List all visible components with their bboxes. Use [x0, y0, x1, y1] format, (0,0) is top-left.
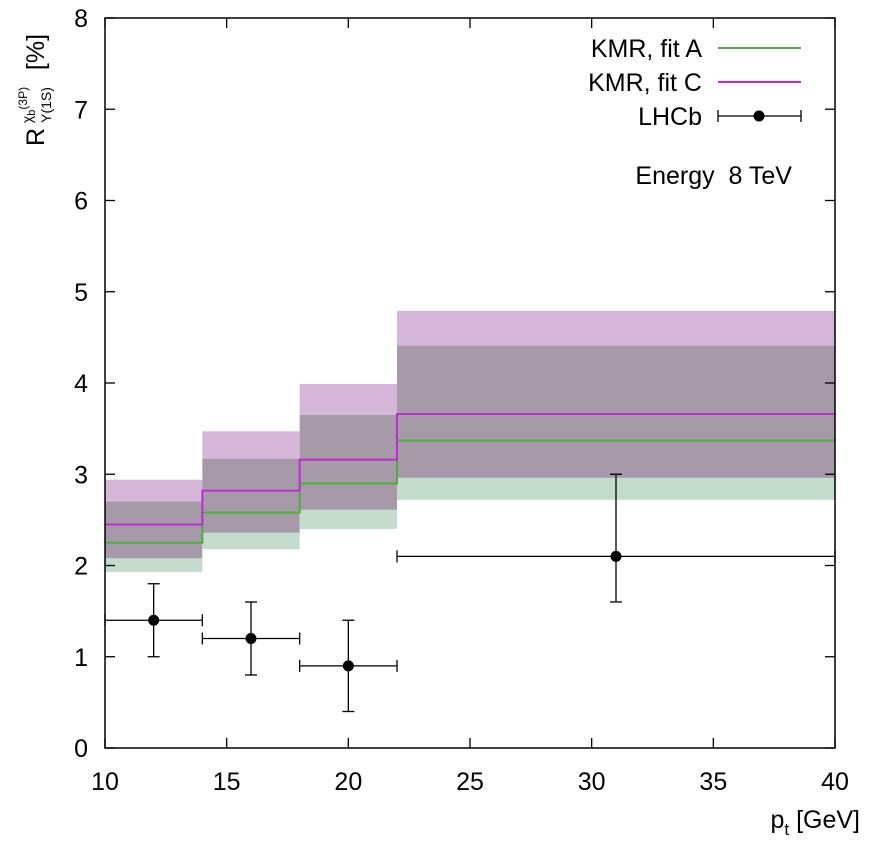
band-high-0 [105, 479, 203, 502]
point-marker-2 [342, 660, 354, 672]
y-tick-label-3: 3 [74, 461, 88, 489]
legend: KMR, fit A KMR, fit C LHCb [588, 35, 802, 131]
y-tick-label-5: 5 [74, 279, 88, 307]
data-points [104, 473, 836, 713]
y-label-sup-paren: (3P) [16, 87, 30, 110]
legend-marker-2 [753, 110, 765, 122]
y-tick-label-6: 6 [74, 188, 88, 216]
point-marker-0 [148, 614, 160, 626]
legend-label-0: KMR, fit A [591, 35, 702, 63]
x-axis-label-main: p [770, 806, 784, 834]
band-overlap-3 [397, 345, 835, 478]
band-overlap-1 [202, 458, 300, 533]
y-label-sup-base: χ [19, 115, 35, 123]
svg-text:Υ(1S): Υ(1S) [38, 87, 54, 123]
x-tick-label-0: 10 [91, 768, 119, 796]
band-high-3 [397, 310, 835, 346]
y-tick-label-1: 1 [74, 644, 88, 672]
svg-text:R: R [22, 128, 50, 146]
y-label-sub-base: Υ [38, 113, 54, 123]
band-high-1 [202, 431, 300, 459]
x-tick-label-1: 15 [213, 768, 241, 796]
x-axis-label: pt [GeV] [770, 806, 860, 839]
y-label-main: R [22, 128, 50, 146]
energy-annotation: Energy 8 TeV [635, 162, 792, 190]
y-tick-label-0: 0 [74, 735, 88, 763]
y-tick-label-7: 7 [74, 96, 88, 124]
band-low-2 [299, 509, 397, 529]
y-label-sup-sub: b [26, 110, 38, 116]
point-marker-3 [610, 550, 622, 562]
x-axis-label-sub: t [784, 820, 789, 839]
point-marker-1 [245, 633, 257, 644]
legend-label-1: KMR, fit C [588, 69, 702, 97]
y-axis-label: R χb(3P) Υ(1S) [%] [16, 34, 54, 146]
x-tick-label-5: 35 [699, 768, 727, 796]
svg-text:χb(3P): χb(3P) [16, 87, 38, 123]
x-tick-label-3: 25 [456, 768, 484, 796]
step-fit-c [105, 413, 835, 526]
x-axis-label-unit: [GeV] [789, 806, 860, 834]
x-tick-label-4: 30 [578, 768, 606, 796]
legend-label-2: LHCb [638, 103, 702, 131]
y-tick-label-2: 2 [74, 553, 88, 581]
band-low-0 [105, 558, 203, 572]
band-overlap-0 [105, 501, 203, 559]
y-label-unit: [%] [22, 34, 50, 70]
band-high-2 [299, 383, 397, 415]
y-tick-label-4: 4 [74, 370, 88, 398]
x-tick-label-2: 20 [334, 768, 362, 796]
ticks: 10 15 20 25 30 35 40 0 1 2 3 4 5 6 7 8 [74, 5, 849, 796]
step-lines [105, 413, 835, 544]
y-label-sub-paren: (1S) [38, 87, 54, 113]
band-overlap-2 [299, 414, 397, 510]
y-tick-label-8: 8 [74, 5, 88, 33]
band-low-1 [202, 532, 300, 550]
x-tick-label-6: 40 [821, 768, 849, 796]
svg-text:[%]: [%] [22, 34, 50, 70]
